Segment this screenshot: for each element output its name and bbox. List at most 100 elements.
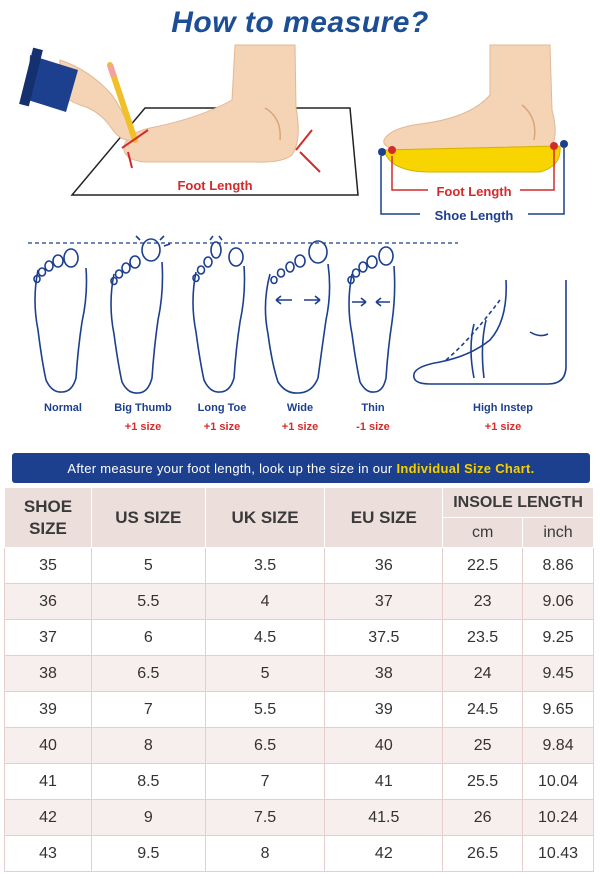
eu-size-cell: 41 bbox=[324, 763, 444, 800]
uk-size-cell: 7 bbox=[204, 763, 326, 800]
shoe-size-cell: 42 bbox=[4, 799, 92, 836]
insole-cm-cell: 24 bbox=[442, 655, 524, 692]
insole-cm-cell: 23.5 bbox=[442, 619, 524, 656]
size-chart-table: SHOE SIZE US SIZE UK SIZE EU SIZE INSOLE… bbox=[4, 487, 594, 872]
header-shoe-size: SHOE SIZE bbox=[4, 487, 92, 548]
header-us-size: US SIZE bbox=[90, 487, 206, 548]
foot-long-toe-icon bbox=[192, 235, 246, 393]
eu-size-cell: 36 bbox=[324, 547, 444, 584]
measurement-illustration: Foot Length Foot Length Shoe Length bbox=[19, 44, 568, 433]
table-row: 41 8.5 7 41 25.5 10.04 bbox=[4, 763, 594, 800]
shoe-size-cell: 39 bbox=[4, 691, 92, 728]
us-size-cell: 6 bbox=[90, 619, 206, 656]
us-size-cell: 9 bbox=[90, 799, 206, 836]
insole-inch-cell: 10.24 bbox=[522, 799, 594, 836]
uk-size-cell: 4 bbox=[204, 583, 326, 620]
pencil-icon bbox=[107, 62, 138, 143]
foot-size-adjust: +1 size bbox=[282, 421, 318, 433]
insole-cm-cell: 26 bbox=[442, 799, 524, 836]
foot-type-label: Thin bbox=[361, 402, 384, 414]
uk-size-cell: 6.5 bbox=[204, 727, 326, 764]
table-row: 37 6 4.5 37.5 23.5 9.25 bbox=[4, 619, 594, 656]
shoe-size-cell: 40 bbox=[4, 727, 92, 764]
eu-size-cell: 37.5 bbox=[324, 619, 444, 656]
eu-size-cell: 42 bbox=[324, 835, 444, 872]
eu-size-cell: 41.5 bbox=[324, 799, 444, 836]
header-eu-size: EU SIZE bbox=[324, 487, 444, 548]
foot-type-label: Big Thumb bbox=[114, 402, 172, 414]
foot-normal-icon bbox=[33, 248, 88, 393]
table-row: 43 9.5 8 42 26.5 10.43 bbox=[4, 835, 594, 872]
foot-size-adjust: +1 size bbox=[125, 421, 161, 433]
table-row: 39 7 5.5 39 24.5 9.65 bbox=[4, 691, 594, 728]
foot-wide-icon bbox=[264, 240, 331, 394]
insole-inch-cell: 10.43 bbox=[522, 835, 594, 872]
table-row: 36 5.5 4 37 23 9.06 bbox=[4, 583, 594, 620]
shoe-length-label: Shoe Length bbox=[435, 208, 514, 223]
insole-inch-cell: 9.06 bbox=[522, 583, 594, 620]
uk-size-cell: 5.5 bbox=[204, 691, 326, 728]
shoe-size-cell: 38 bbox=[4, 655, 92, 692]
uk-size-cell: 5 bbox=[204, 655, 326, 692]
header-uk-size: UK SIZE bbox=[204, 487, 326, 548]
us-size-cell: 8.5 bbox=[90, 763, 206, 800]
insole-cm-cell: 25.5 bbox=[442, 763, 524, 800]
eu-size-cell: 39 bbox=[324, 691, 444, 728]
insole-cm-cell: 24.5 bbox=[442, 691, 524, 728]
banner-highlight: Individual Size Chart. bbox=[396, 460, 535, 476]
insole-inch-cell: 9.45 bbox=[522, 655, 594, 692]
insole-inch-cell: 9.84 bbox=[522, 727, 594, 764]
us-size-cell: 8 bbox=[90, 727, 206, 764]
foot-type-label: Wide bbox=[287, 402, 313, 414]
insole-inch-cell: 9.25 bbox=[522, 619, 594, 656]
foot-type-label: High Instep bbox=[473, 402, 533, 414]
us-size-cell: 9.5 bbox=[90, 835, 206, 872]
us-size-cell: 7 bbox=[90, 691, 206, 728]
header-cm: cm bbox=[442, 517, 524, 548]
foot-type-label: Normal bbox=[44, 402, 82, 414]
banner-text: After measure your foot length, look up … bbox=[67, 460, 393, 476]
insole-cm-cell: 22.5 bbox=[442, 547, 524, 584]
foot-length-label: Foot Length bbox=[177, 178, 252, 193]
insole-inch-cell: 10.04 bbox=[522, 763, 594, 800]
page-title: How to measure? bbox=[171, 6, 429, 39]
eu-size-cell: 38 bbox=[324, 655, 444, 692]
eu-size-cell: 40 bbox=[324, 727, 444, 764]
table-row: 42 9 7.5 41.5 26 10.24 bbox=[4, 799, 594, 836]
insole-inch-cell: 8.86 bbox=[522, 547, 594, 584]
us-size-cell: 6.5 bbox=[90, 655, 206, 692]
table-row: 35 5 3.5 36 22.5 8.86 bbox=[4, 547, 594, 584]
foot-on-insole bbox=[383, 44, 556, 151]
size-rows: 35 5 3.5 36 22.5 8.86 36 5.5 4 37 23 9.06 37 6 4.5 37.5… bbox=[4, 547, 594, 872]
uk-size-cell: 4.5 bbox=[204, 619, 326, 656]
shoe-size-cell: 36 bbox=[4, 583, 92, 620]
foot-size-adjust: +1 size bbox=[204, 421, 240, 433]
insole-cm-cell: 23 bbox=[442, 583, 524, 620]
header-inch: inch bbox=[522, 517, 594, 548]
table-row: 38 6.5 5 38 24 9.45 bbox=[4, 655, 594, 692]
shoe-size-cell: 35 bbox=[4, 547, 92, 584]
insole-cm-cell: 25 bbox=[442, 727, 524, 764]
foot-size-adjust: +1 size bbox=[485, 421, 521, 433]
foot-length-label-right: Foot Length bbox=[436, 184, 511, 199]
foot-type-label: Long Toe bbox=[198, 402, 247, 414]
foot-size-adjust: -1 size bbox=[356, 421, 390, 433]
uk-size-cell: 8 bbox=[204, 835, 326, 872]
shoe-size-cell: 41 bbox=[4, 763, 92, 800]
insole bbox=[383, 145, 561, 173]
uk-size-cell: 7.5 bbox=[204, 799, 326, 836]
eu-size-cell: 37 bbox=[324, 583, 444, 620]
shoe-size-cell: 37 bbox=[4, 619, 92, 656]
shoe-size-cell: 43 bbox=[4, 835, 92, 872]
insole-cm-cell: 26.5 bbox=[442, 835, 524, 872]
uk-size-cell: 3.5 bbox=[204, 547, 326, 584]
table-row: 40 8 6.5 40 25 9.84 bbox=[4, 727, 594, 764]
sleeve bbox=[28, 55, 78, 112]
hand-icon bbox=[57, 59, 133, 141]
foot-thin-icon bbox=[347, 246, 396, 393]
foot-side-view bbox=[123, 44, 299, 163]
foot-high-instep-icon bbox=[413, 279, 567, 385]
foot-big-thumb-icon bbox=[110, 235, 171, 394]
size-chart-banner: After measure your foot length, look up … bbox=[12, 453, 590, 483]
insole-inch-cell: 9.65 bbox=[522, 691, 594, 728]
